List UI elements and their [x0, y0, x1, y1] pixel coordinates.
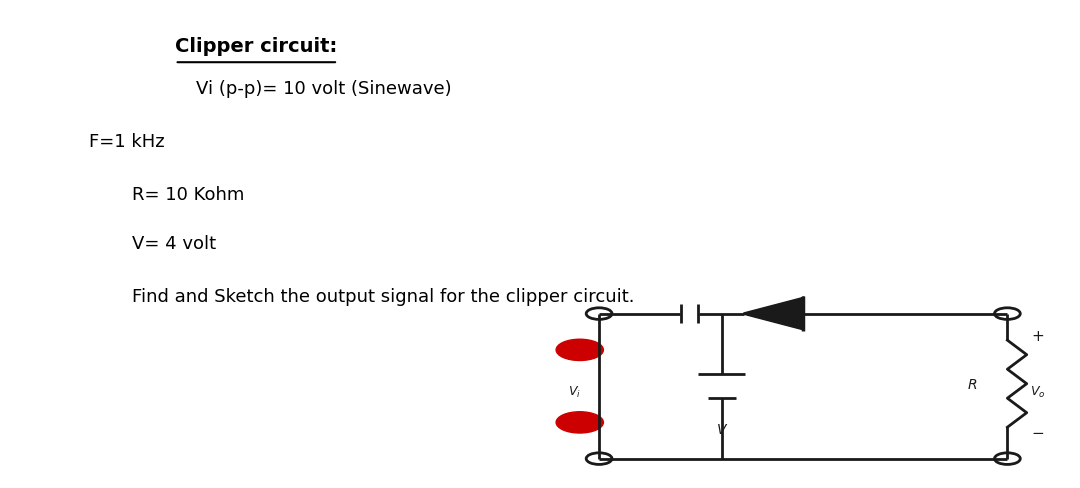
Text: Find and Sketch the output signal for the clipper circuit.: Find and Sketch the output signal for th…	[132, 287, 634, 305]
Text: V$_i$: V$_i$	[568, 384, 581, 399]
Text: −: −	[1031, 425, 1044, 440]
Circle shape	[556, 340, 604, 361]
Text: Vi (p-p)= 10 volt (Sinewave): Vi (p-p)= 10 volt (Sinewave)	[197, 80, 451, 98]
Text: Clipper circuit:: Clipper circuit:	[175, 37, 337, 56]
Text: +: +	[1031, 328, 1044, 343]
Circle shape	[556, 412, 604, 433]
Text: R= 10 Kohm: R= 10 Kohm	[132, 186, 244, 204]
Text: F=1 kHz: F=1 kHz	[89, 133, 164, 151]
Text: V: V	[717, 423, 727, 436]
Text: V= 4 volt: V= 4 volt	[132, 234, 216, 252]
Text: R: R	[968, 377, 977, 391]
Polygon shape	[744, 299, 804, 329]
Text: V$_o$: V$_o$	[1029, 384, 1045, 399]
